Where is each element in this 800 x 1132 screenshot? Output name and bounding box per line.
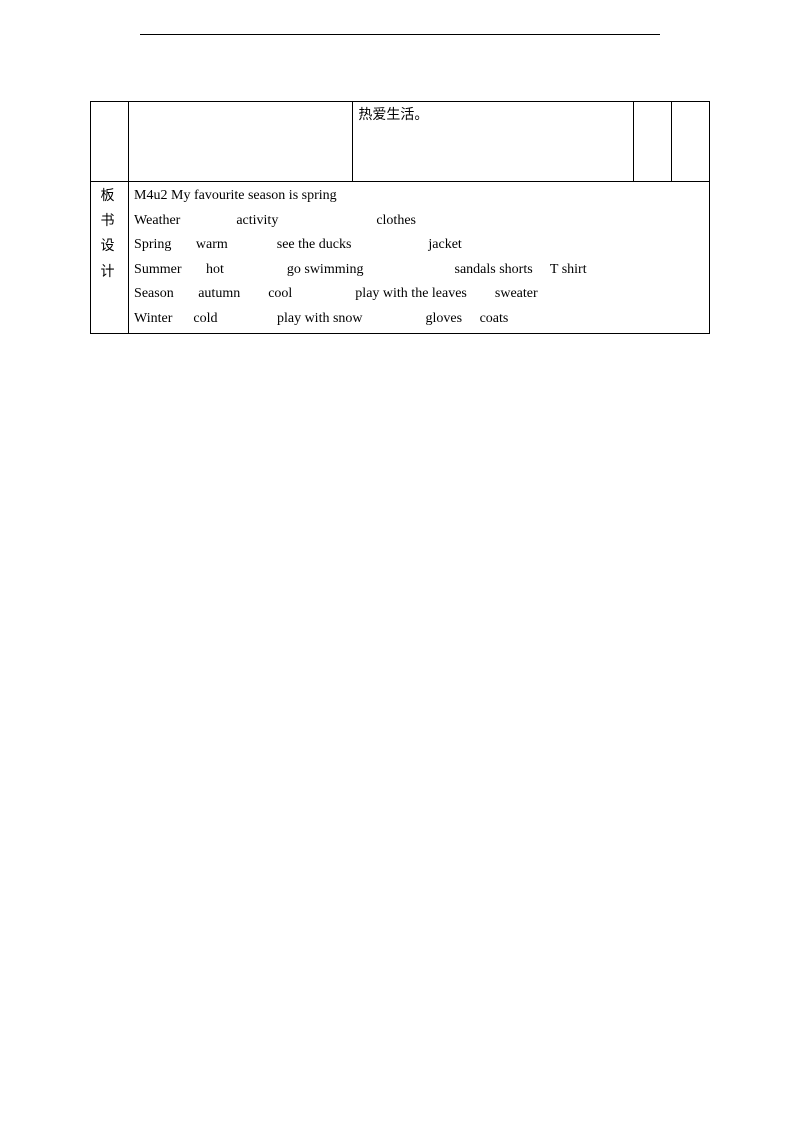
row2-content-cell: M4u2 My favourite season is spring Weath… bbox=[129, 182, 710, 334]
row1-cell1 bbox=[91, 102, 129, 182]
header-rule bbox=[140, 34, 660, 35]
row1-cell3-text: 热爱生活。 bbox=[358, 108, 428, 123]
page-container: 热爱生活。 板书 设计 M4u2 My favourite season is … bbox=[0, 0, 800, 334]
board-line-3: Spring warm see the ducks jacket bbox=[134, 233, 704, 258]
row1-cell4 bbox=[633, 102, 671, 182]
board-line-5: Season autumn cool play with the leaves … bbox=[134, 282, 704, 307]
row1-cell2 bbox=[129, 102, 353, 182]
board-design-label-line2: 设计 bbox=[96, 234, 123, 284]
row1-cell5 bbox=[671, 102, 709, 182]
board-line-2: Weather activity clothes bbox=[134, 209, 704, 234]
row1-cell3: 热爱生活。 bbox=[353, 102, 633, 182]
table-row: 板书 设计 M4u2 My favourite season is spring… bbox=[91, 182, 710, 334]
lesson-table: 热爱生活。 板书 设计 M4u2 My favourite season is … bbox=[90, 101, 710, 334]
row2-label-cell: 板书 设计 bbox=[91, 182, 129, 334]
table-row: 热爱生活。 bbox=[91, 102, 710, 182]
board-line-6: Winter cold play with snow gloves coats bbox=[134, 307, 704, 332]
board-design-label-line1: 板书 bbox=[96, 184, 123, 234]
board-line-1: M4u2 My favourite season is spring bbox=[134, 184, 704, 209]
board-line-4: Summer hot go swimming sandals shorts T … bbox=[134, 258, 704, 283]
